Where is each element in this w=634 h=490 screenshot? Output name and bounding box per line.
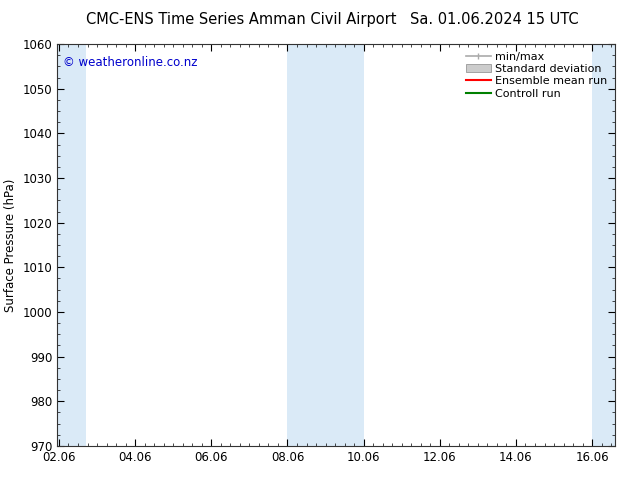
Y-axis label: Surface Pressure (hPa): Surface Pressure (hPa): [4, 178, 17, 312]
Bar: [592, 44, 615, 446]
Text: CMC-ENS Time Series Amman Civil Airport: CMC-ENS Time Series Amman Civil Airport: [86, 12, 396, 27]
Text: © weatheronline.co.nz: © weatheronline.co.nz: [63, 56, 197, 69]
Text: Sa. 01.06.2024 15 UTC: Sa. 01.06.2024 15 UTC: [410, 12, 579, 27]
Bar: [57, 44, 86, 446]
Bar: [287, 44, 364, 446]
Legend: min/max, Standard deviation, Ensemble mean run, Controll run: min/max, Standard deviation, Ensemble me…: [462, 48, 612, 103]
